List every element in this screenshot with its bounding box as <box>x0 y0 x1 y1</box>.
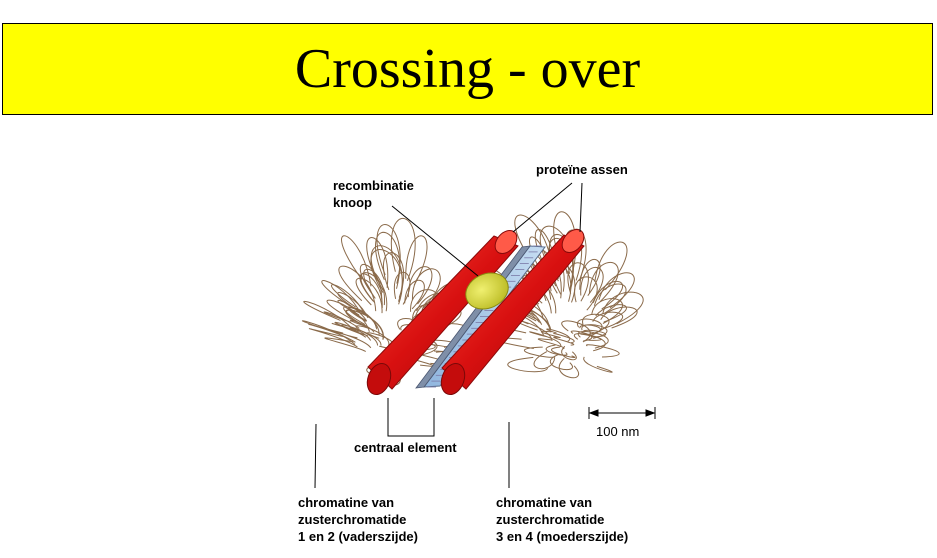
chromatin-loop <box>370 245 403 302</box>
label-protein-axes: proteïne assen <box>536 162 628 177</box>
chromatin-loop <box>570 330 593 342</box>
chromatin-loop <box>326 299 370 332</box>
chromatin-loop <box>553 332 575 344</box>
chromatin-loop <box>592 280 624 310</box>
chromatin-loop <box>363 268 385 306</box>
chromatin-loop <box>308 328 358 348</box>
chromatin-loop <box>579 259 601 296</box>
chromatin-loop <box>580 266 604 303</box>
chromatin-loop <box>546 328 571 342</box>
label-chromatin-right: chromatine van zusterchromatide 3 en 4 (… <box>496 495 629 544</box>
chromatin-loop <box>567 262 589 302</box>
chromatin-loop <box>561 320 591 343</box>
chromatin-loop <box>561 345 577 361</box>
chromatin-loop <box>600 306 638 329</box>
chromatin-loop <box>593 283 627 314</box>
label-scale: 100 nm <box>596 424 640 439</box>
chromatin-loop <box>602 291 644 325</box>
chromatin-loop <box>537 338 565 350</box>
chromatin-loop <box>583 356 613 373</box>
chromatin-loop <box>582 313 610 334</box>
chromatin-loop <box>348 327 382 346</box>
chromatin-loop <box>301 320 356 345</box>
chromatin-loop <box>303 300 354 331</box>
chromatin-loop <box>539 225 574 289</box>
chromatin-loop <box>579 333 602 341</box>
chromatin-loop <box>582 329 607 338</box>
chromatin-loop <box>337 299 367 321</box>
chromatin-loop <box>404 279 425 310</box>
protein-axis-left <box>366 229 519 395</box>
chromatin-loop <box>337 292 369 319</box>
label-chromatin-left: chromatine van zusterchromatide 1 en 2 (… <box>298 495 418 544</box>
chromatin-loop <box>324 337 367 352</box>
chromatin-loop <box>529 331 562 348</box>
chromatin-loop <box>355 277 383 314</box>
chromatin-loop <box>533 351 556 370</box>
chromatin-loop <box>507 356 549 373</box>
chromatin-loop <box>558 358 580 379</box>
chromatin-loop <box>341 235 372 287</box>
chromatin-loop <box>346 309 384 340</box>
chromatin-loop <box>588 261 619 303</box>
page-title: Crossing - over <box>294 38 641 100</box>
recombination-node <box>465 272 509 310</box>
chromatin-loop <box>376 224 401 284</box>
title-banner: Crossing - over <box>2 23 933 115</box>
chromatin-loop <box>574 276 598 311</box>
leader-lines <box>314 182 583 489</box>
chromatin-loop <box>359 273 383 309</box>
chromatin-loop <box>586 344 620 358</box>
scale-bar <box>588 407 656 419</box>
chromatin-loop <box>390 217 416 281</box>
chromatin-loop <box>595 304 627 323</box>
chromatin-loop <box>331 330 372 349</box>
protein-axis-right <box>440 228 585 395</box>
chromatin-loop <box>591 298 623 324</box>
chromatin-loop <box>549 353 573 371</box>
chromatin-loop <box>405 235 428 286</box>
chromatin-loop <box>553 336 575 346</box>
chromatin-loop <box>323 311 360 329</box>
chromatin-loop <box>581 324 608 339</box>
label-central-element: centraal element <box>354 440 457 455</box>
chromatin-loop <box>393 271 411 305</box>
label-recombination-node: recombinatie knoop <box>333 178 414 210</box>
chromatin-loop <box>545 344 568 356</box>
chromatin-loop <box>321 280 362 315</box>
chromatin-loop <box>366 237 389 288</box>
